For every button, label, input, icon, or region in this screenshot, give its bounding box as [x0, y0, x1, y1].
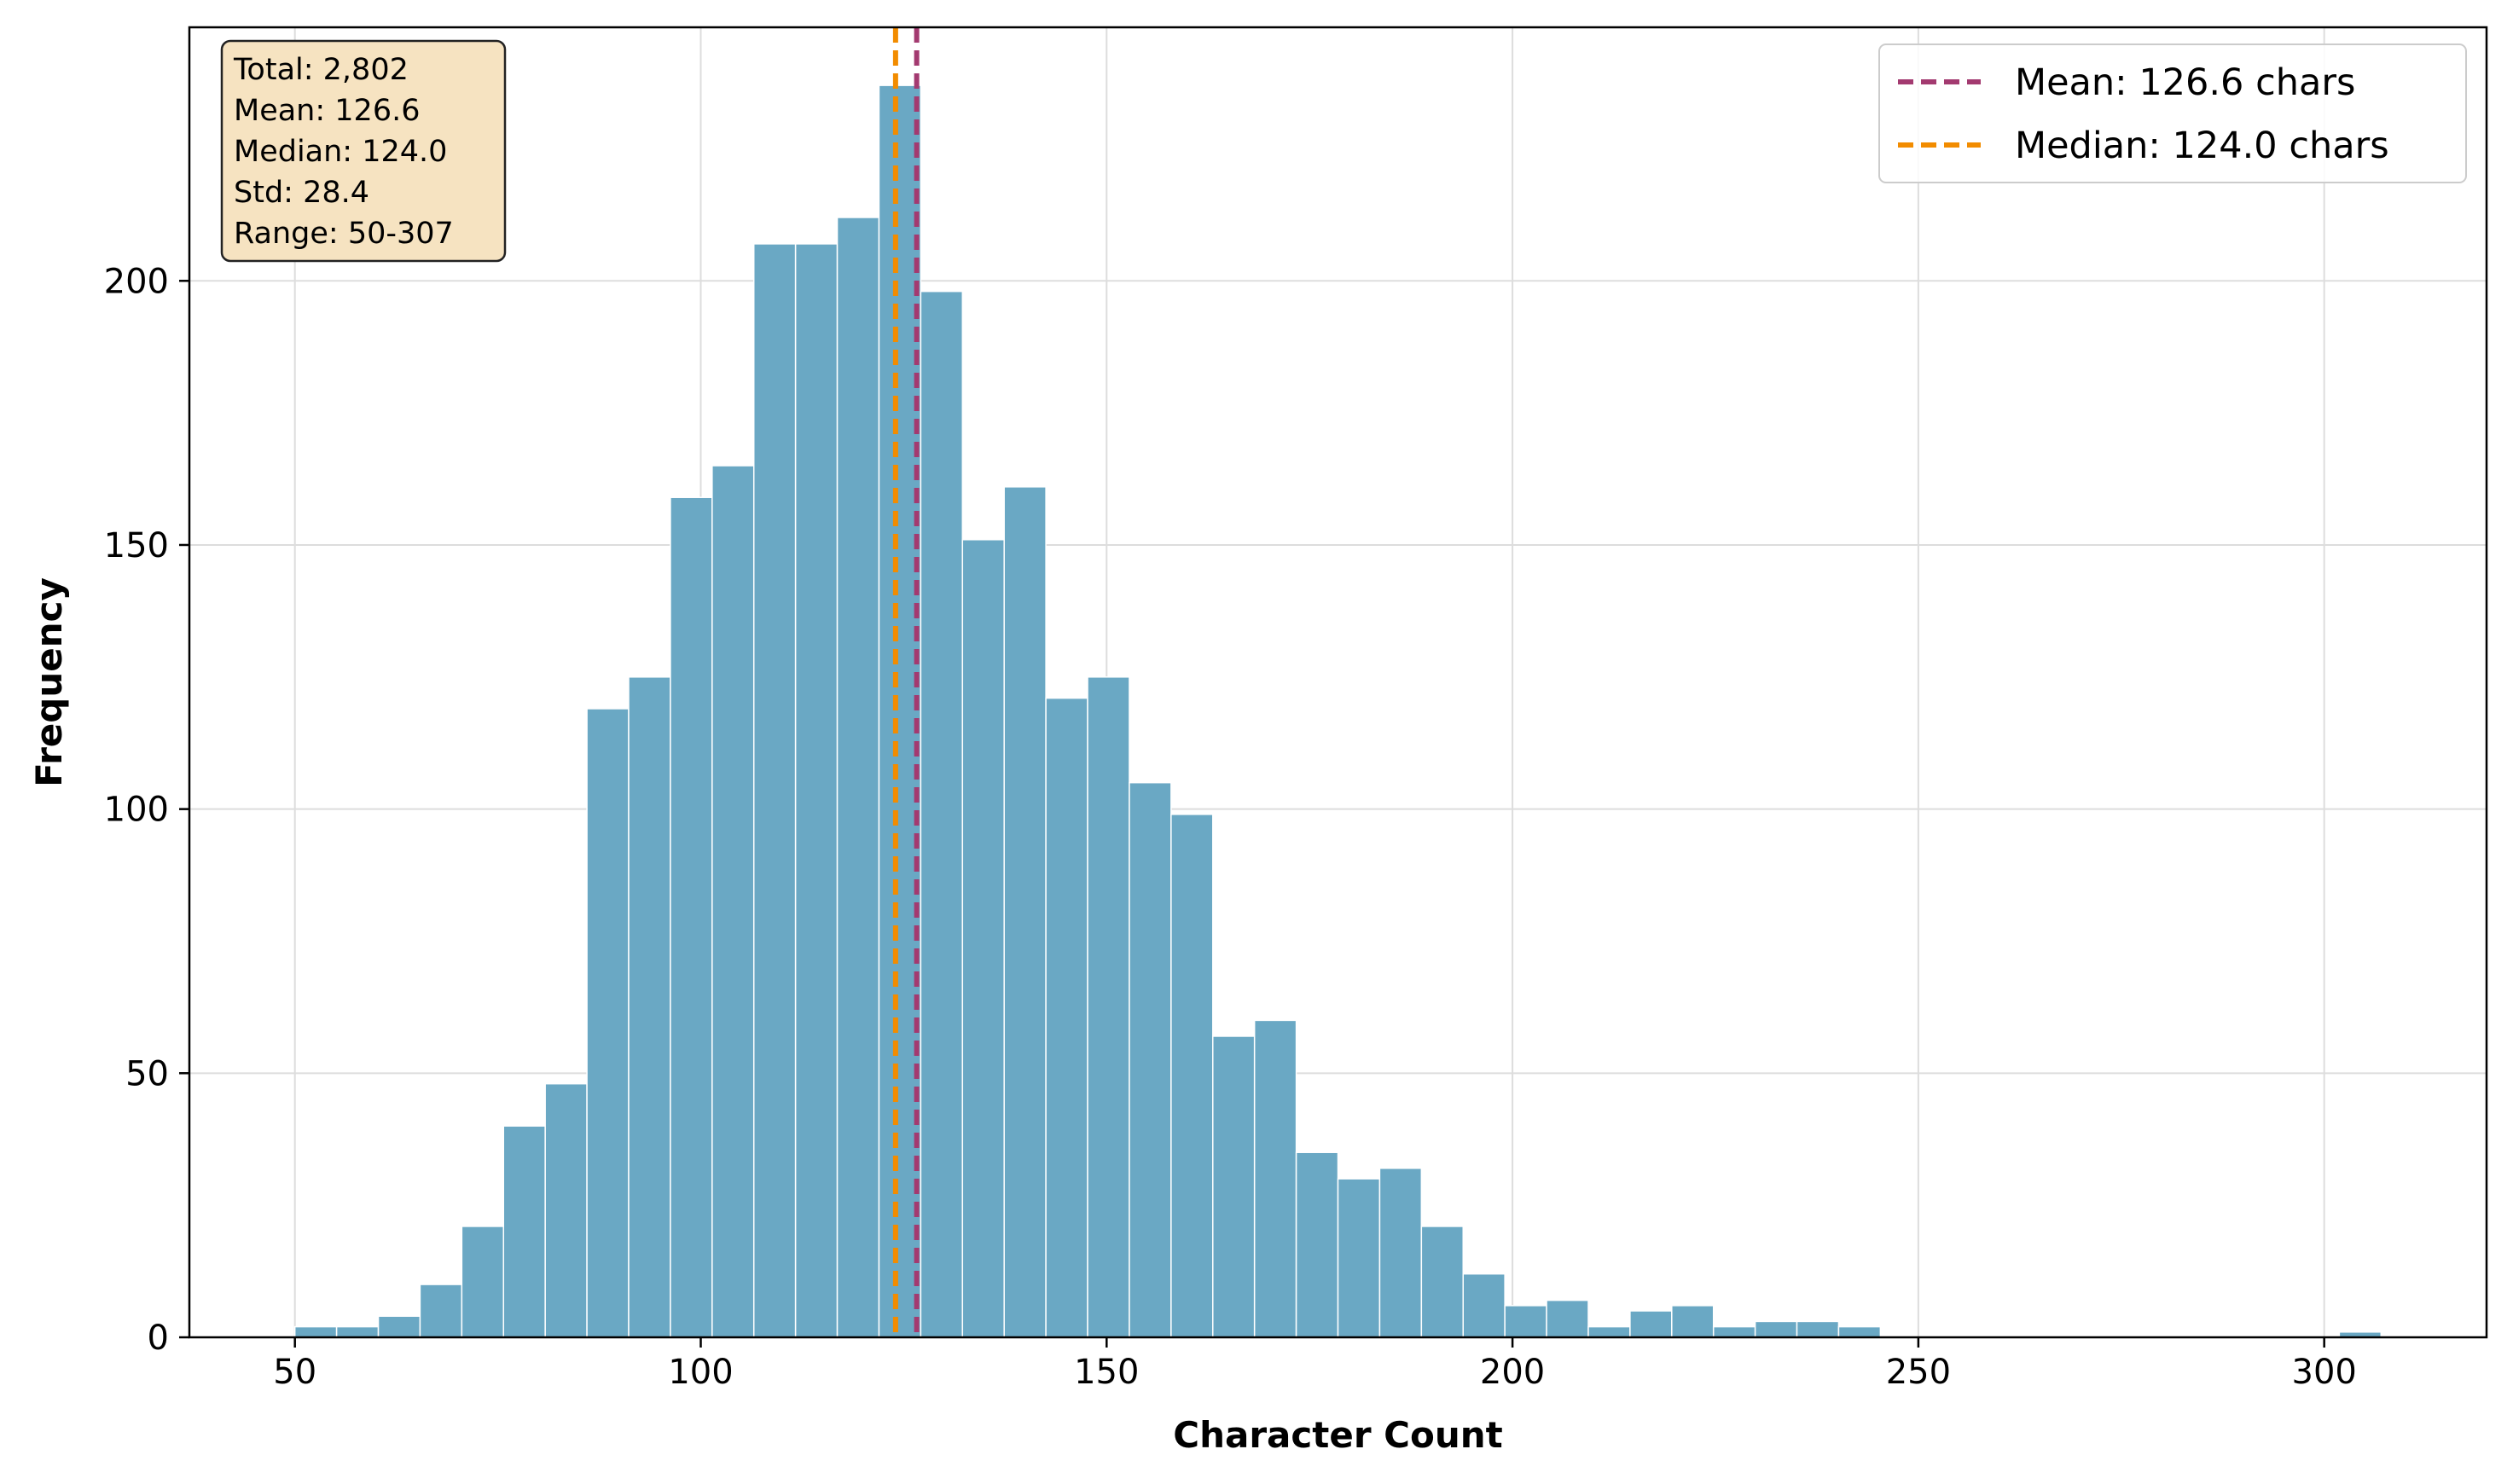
histogram-bar — [1003, 486, 1047, 1338]
stats-mean: Mean: 126.6 — [234, 94, 420, 128]
legend-background — [1878, 43, 2467, 183]
histogram-bar — [1629, 1310, 1673, 1338]
histogram-bar — [1337, 1178, 1381, 1338]
legend-mean-label: Mean: 126.6 chars — [2015, 61, 2355, 104]
histogram-bar — [961, 539, 1005, 1338]
histogram-bar — [586, 708, 630, 1338]
histogram-bar — [1087, 676, 1130, 1338]
legend-median-label: Median: 124.0 chars — [2015, 125, 2389, 167]
stats-range: Range: 50-307 — [234, 217, 454, 251]
histogram-bar — [1212, 1035, 1256, 1338]
histogram-bar — [377, 1315, 421, 1338]
x-tick-label: 200 — [1480, 1353, 1545, 1392]
histogram-bar — [1420, 1226, 1464, 1338]
histogram-bar — [836, 217, 880, 1338]
stats-median: Median: 124.0 — [234, 135, 447, 169]
histogram-bar — [1796, 1320, 1840, 1338]
histogram-bar — [752, 243, 797, 1338]
histogram-bar — [461, 1226, 505, 1338]
histogram-bar — [628, 676, 671, 1338]
histogram-bar — [1754, 1320, 1798, 1338]
histogram-bar — [1671, 1305, 1715, 1338]
histogram-bar — [711, 465, 755, 1338]
x-tick-label: 50 — [273, 1353, 316, 1392]
reference-lines — [892, 27, 920, 1337]
histogram-bar — [1504, 1305, 1547, 1338]
y-tick-label: 100 — [104, 791, 169, 830]
histogram-bar — [878, 84, 922, 1338]
histogram-bar — [1462, 1272, 1506, 1338]
histogram-bar — [670, 496, 713, 1338]
histogram-bar — [419, 1284, 463, 1338]
stats-total: Total: 2,802 — [233, 53, 409, 87]
x-tick-label: 100 — [668, 1353, 733, 1392]
histogram-bar — [502, 1125, 546, 1338]
histogram-bar — [1045, 697, 1088, 1338]
histogram-bar — [1837, 1325, 1882, 1338]
y-axis-title: Frequency — [28, 577, 70, 787]
x-tick-label: 300 — [2292, 1353, 2357, 1392]
histogram-bar — [1170, 814, 1214, 1338]
stats-box-background — [220, 39, 507, 263]
histogram-bars — [293, 84, 2382, 1338]
histogram-bar — [1295, 1151, 1339, 1338]
y-axis-ticks: 0 50 100 150 200 — [104, 262, 189, 1358]
y-tick-label: 200 — [104, 262, 169, 301]
y-tick-label: 0 — [148, 1319, 169, 1358]
histogram-bar — [1253, 1019, 1297, 1338]
x-axis-ticks: 50 100 150 200 250 300 — [273, 1337, 2357, 1392]
x-tick-label: 250 — [1886, 1353, 1951, 1392]
histogram-bar — [335, 1325, 380, 1338]
x-tick-label: 150 — [1074, 1353, 1139, 1392]
histogram-bar — [1129, 781, 1172, 1338]
histogram-bar — [293, 1325, 338, 1338]
histogram-bar — [1378, 1168, 1423, 1338]
histogram-bar — [920, 290, 964, 1338]
histogram-bar — [794, 243, 839, 1338]
histogram-bar — [1712, 1325, 1756, 1338]
x-axis-title: Character Count — [1173, 1414, 1502, 1456]
stats-box: Total: 2,802 Mean: 126.6 Median: 124.0 S… — [220, 39, 507, 263]
plot-frame — [188, 26, 2488, 1339]
y-tick-label: 150 — [104, 526, 169, 565]
histogram-bar — [544, 1082, 588, 1338]
legend: Mean: 126.6 chars Median: 124.0 chars — [1878, 43, 2467, 183]
y-tick-label: 50 — [125, 1054, 169, 1093]
stats-std: Std: 28.4 — [234, 176, 369, 210]
histogram-bar — [1546, 1299, 1589, 1338]
histogram-bar — [1587, 1325, 1631, 1338]
